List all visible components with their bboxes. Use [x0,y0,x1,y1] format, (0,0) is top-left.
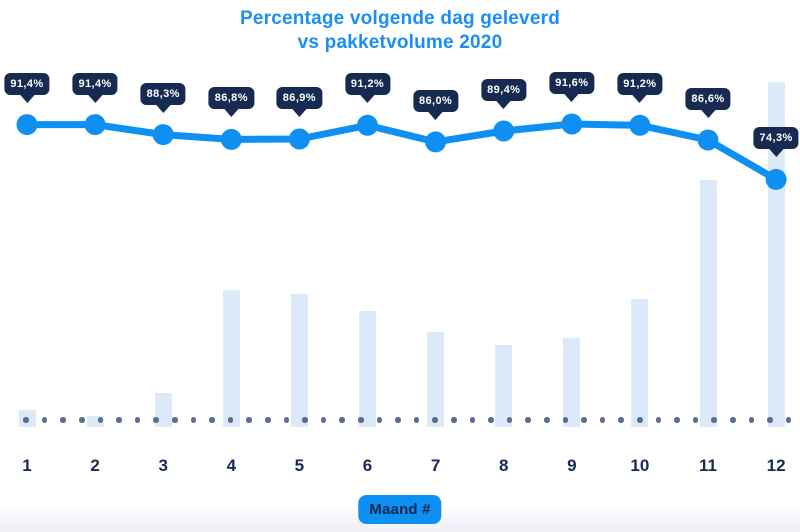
baseline-dot [339,417,345,423]
baseline-dot [488,417,494,423]
chart-title-line1: Percentage volgende dag geleverd [239,8,560,29]
value-bubble: 86,0% [412,89,459,112]
volume-bar [699,180,717,427]
volume-bar [359,311,376,427]
value-bubble: 91,6% [549,72,595,94]
volume-bar [495,345,513,427]
volume-bar [563,338,581,427]
baseline-dot [60,417,66,423]
baseline-dot [451,417,457,423]
baseline-dot [41,417,48,423]
baseline-dot [97,417,104,423]
baseline-dot [227,417,234,423]
baseline-dot [785,417,792,423]
baseline-dot [562,417,569,423]
baseline-dot [190,417,197,423]
month-label: 6 [362,456,373,475]
value-bubble: 91,4% [4,72,50,95]
baseline-dot [469,417,476,423]
baseline-dot [246,417,252,423]
value-bubble: 88,3% [140,82,186,105]
baseline-dot [767,417,773,423]
baseline-dot [320,417,327,423]
baseline-dot [209,417,215,423]
baseline-dot [358,417,364,423]
volume-bar [86,416,104,427]
baseline-dot [674,417,680,423]
baseline-dot [618,417,624,423]
month-label: 9 [567,456,577,475]
chart-title: Percentage volgende dag geleverd vs pakk… [0,7,800,55]
month-label: 11 [699,456,717,475]
month-label: 12 [766,456,786,475]
volume-bar [222,290,240,427]
baseline-dot [302,417,308,423]
volume-bar [154,393,172,427]
baseline-dot [23,417,29,423]
month-label: 5 [294,456,305,475]
baseline-dot [116,417,122,423]
baseline-dot [376,417,383,423]
baseline-dot [730,417,736,423]
month-label: 8 [498,456,509,475]
value-bubble: 86,9% [276,87,322,110]
baseline-dot [153,417,159,423]
month-label: 1 [22,456,32,475]
baseline-dot [637,417,643,423]
baseline-dot [748,417,755,423]
month-label: 7 [430,456,441,475]
value-bubble: 91,2% [344,73,391,96]
month-label: 3 [158,456,168,475]
baseline-dot [581,417,587,423]
month-label: 2 [90,456,100,475]
volume-bar [631,299,649,427]
baseline-dot [172,417,178,423]
baseline-dot [692,417,699,423]
baseline-dot [506,417,513,423]
baseline-dot [544,417,550,423]
baseline-dot [599,417,606,423]
value-bubble: 89,4% [481,79,527,102]
x-axis-title-badge: Maand # [358,495,442,524]
volume-bar [427,332,445,427]
value-bubble: 86,8% [208,87,254,110]
chart-title-line2: vs pakketvolume 2020 [297,32,503,53]
value-bubble: 86,6% [685,88,731,110]
month-label: 4 [226,456,237,475]
volume-bar [290,294,308,427]
baseline-dot [283,417,290,423]
baseline-dot [655,417,662,423]
month-label: 10 [630,456,650,475]
baseline-dot [79,417,85,423]
baseline-dot [395,417,401,423]
baseline-dot [432,417,438,423]
baseline-dot [265,417,271,423]
baseline-dot [413,417,420,423]
baseline-dot [711,417,717,423]
baseline-dot [525,417,531,423]
value-bubble: 91,4% [72,72,118,95]
value-bubble: 91,2% [617,73,663,96]
baseline-dot [134,417,141,423]
